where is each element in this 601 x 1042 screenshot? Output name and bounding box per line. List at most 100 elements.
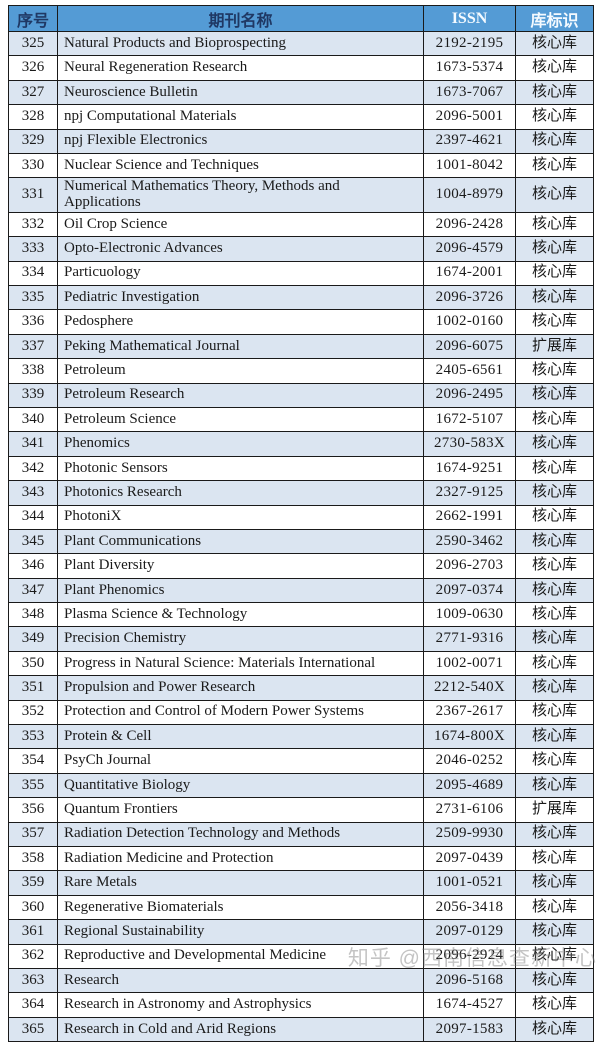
journal-name-cell: Radiation Medicine and Protection bbox=[57, 845, 424, 872]
table-row: 356 Quantum Frontiers 2731-6106 扩展库 bbox=[8, 797, 594, 823]
row-number-cell: 364 bbox=[8, 992, 58, 1018]
row-number-cell: 334 bbox=[8, 260, 58, 287]
journal-name-cell: Research bbox=[57, 967, 424, 994]
table-row: 335 Pediatric Investigation 2096-3726 核心库 bbox=[8, 285, 594, 311]
journal-name-cell: Oil Crop Science bbox=[57, 211, 424, 238]
issn-cell: 1674-2001 bbox=[423, 260, 516, 287]
table-row: 334 Particuology 1674-2001 核心库 bbox=[8, 260, 594, 287]
issn-cell: 2096-5001 bbox=[423, 104, 516, 130]
issn-cell: 2096-2428 bbox=[423, 211, 516, 238]
row-number-cell: 333 bbox=[8, 236, 58, 262]
journal-name-cell: Plant Diversity bbox=[57, 553, 424, 579]
row-number-cell: 363 bbox=[8, 967, 58, 994]
journal-name-cell: Numerical Mathematics Theory, Methods an… bbox=[57, 177, 424, 213]
row-number-cell: 345 bbox=[8, 528, 58, 555]
issn-cell: 2097-0439 bbox=[423, 845, 516, 872]
issn-cell: 1672-5107 bbox=[423, 406, 516, 433]
journal-name-cell: Petroleum bbox=[57, 358, 424, 384]
issn-cell: 1674-9251 bbox=[423, 455, 516, 482]
library-tag-cell: 核心库 bbox=[515, 1016, 594, 1042]
row-number-cell: 339 bbox=[8, 382, 58, 408]
row-number-cell: 348 bbox=[8, 602, 58, 628]
table-row: 329 npj Flexible Electronics 2397-4621 核心库 bbox=[8, 128, 594, 154]
library-tag-cell: 扩展库 bbox=[515, 797, 594, 823]
row-number-cell: 332 bbox=[8, 211, 58, 238]
issn-cell: 1673-5374 bbox=[423, 55, 516, 81]
library-tag-cell: 扩展库 bbox=[515, 333, 594, 360]
journal-name-cell: Neural Regeneration Research bbox=[57, 55, 424, 81]
journal-name-cell: Quantitative Biology bbox=[57, 772, 424, 799]
library-tag-cell: 核心库 bbox=[515, 992, 594, 1018]
table-body: 325 Natural Products and Bioprospecting 21… bbox=[8, 30, 594, 1042]
journal-name-cell: PhotoniX bbox=[57, 504, 424, 530]
row-number-cell: 335 bbox=[8, 285, 58, 311]
issn-cell: 2192-2195 bbox=[423, 30, 516, 57]
library-tag-cell: 核心库 bbox=[515, 128, 594, 154]
issn-cell: 2095-4689 bbox=[423, 772, 516, 799]
library-tag-cell: 核心库 bbox=[515, 79, 594, 106]
journal-name-cell: Quantum Frontiers bbox=[57, 797, 424, 823]
table-row: 342 Photonic Sensors 1674-9251 核心库 bbox=[8, 455, 594, 482]
issn-cell: 1673-7067 bbox=[423, 79, 516, 106]
journal-name-cell: Propulsion and Power Research bbox=[57, 675, 424, 701]
library-tag-cell: 核心库 bbox=[515, 528, 594, 555]
journal-name-cell: Precision Chemistry bbox=[57, 626, 424, 652]
issn-cell: 2771-9316 bbox=[423, 626, 516, 652]
row-number-cell: 353 bbox=[8, 724, 58, 750]
table-row: 336 Pedosphere 1002-0160 核心库 bbox=[8, 309, 594, 335]
table-row: 357 Radiation Detection Technology and Me… bbox=[8, 821, 594, 848]
journal-name-cell: Nuclear Science and Techniques bbox=[57, 152, 424, 179]
issn-cell: 2327-9125 bbox=[423, 480, 516, 506]
journal-name-cell: Pediatric Investigation bbox=[57, 285, 424, 311]
issn-cell: 2096-2924 bbox=[423, 943, 516, 969]
table-row: 363 Research 2096-5168 核心库 bbox=[8, 967, 594, 994]
library-tag-cell: 核心库 bbox=[515, 626, 594, 652]
issn-cell: 2096-6075 bbox=[423, 333, 516, 360]
table-row: 341 Phenomics 2730-583X 核心库 bbox=[8, 431, 594, 457]
journal-name-cell: Regenerative Biomaterials bbox=[57, 894, 424, 921]
table-row: 325 Natural Products and Bioprospecting 21… bbox=[8, 30, 594, 57]
journal-name-cell: npj Computational Materials bbox=[57, 104, 424, 130]
row-number-cell: 355 bbox=[8, 772, 58, 799]
library-tag-cell: 核心库 bbox=[515, 870, 594, 896]
journal-name-cell: Peking Mathematical Journal bbox=[57, 333, 424, 360]
journal-name-cell: Petroleum Science bbox=[57, 406, 424, 433]
table-row: 348 Plasma Science & Technology 1009-0630 核… bbox=[8, 602, 594, 628]
journal-name-cell: Progress in Natural Science: Materials I… bbox=[57, 650, 424, 677]
library-tag-cell: 核心库 bbox=[515, 504, 594, 530]
table-row: 339 Petroleum Research 2096-2495 核心库 bbox=[8, 382, 594, 408]
row-number-cell: 357 bbox=[8, 821, 58, 848]
table-row: 327 Neuroscience Bulletin 1673-7067 核心库 bbox=[8, 79, 594, 106]
library-tag-cell: 核心库 bbox=[515, 699, 594, 726]
row-number-cell: 359 bbox=[8, 870, 58, 896]
library-tag-cell: 核心库 bbox=[515, 236, 594, 262]
library-tag-cell: 核心库 bbox=[515, 152, 594, 179]
row-number-cell: 350 bbox=[8, 650, 58, 677]
journal-name-cell: Particuology bbox=[57, 260, 424, 287]
row-number-cell: 362 bbox=[8, 943, 58, 969]
row-number-cell: 337 bbox=[8, 333, 58, 360]
row-number-cell: 346 bbox=[8, 553, 58, 579]
journal-table: 序号 期刊名称 ISSN 库标识 325 Natural Products and… bbox=[8, 5, 594, 1042]
library-tag-cell: 核心库 bbox=[515, 260, 594, 287]
library-tag-cell: 核心库 bbox=[515, 675, 594, 701]
journal-name-cell: Radiation Detection Technology and Metho… bbox=[57, 821, 424, 848]
table-row: 338 Petroleum 2405-6561 核心库 bbox=[8, 358, 594, 384]
issn-cell: 2590-3462 bbox=[423, 528, 516, 555]
row-number-cell: 344 bbox=[8, 504, 58, 530]
library-tag-cell: 核心库 bbox=[515, 285, 594, 311]
issn-cell: 2096-2703 bbox=[423, 553, 516, 579]
issn-cell: 1001-0521 bbox=[423, 870, 516, 896]
issn-cell: 2046-0252 bbox=[423, 748, 516, 774]
journal-name-cell: Petroleum Research bbox=[57, 382, 424, 408]
library-tag-cell: 核心库 bbox=[515, 431, 594, 457]
library-tag-cell: 核心库 bbox=[515, 211, 594, 238]
row-number-cell: 342 bbox=[8, 455, 58, 482]
table-row: 358 Radiation Medicine and Protection 2097… bbox=[8, 845, 594, 872]
row-number-cell: 356 bbox=[8, 797, 58, 823]
table-row: 364 Research in Astronomy and Astrophysic… bbox=[8, 992, 594, 1018]
issn-cell: 1002-0160 bbox=[423, 309, 516, 335]
row-number-cell: 326 bbox=[8, 55, 58, 81]
column-header-journal-name: 期刊名称 bbox=[57, 5, 424, 32]
issn-cell: 2212-540X bbox=[423, 675, 516, 701]
